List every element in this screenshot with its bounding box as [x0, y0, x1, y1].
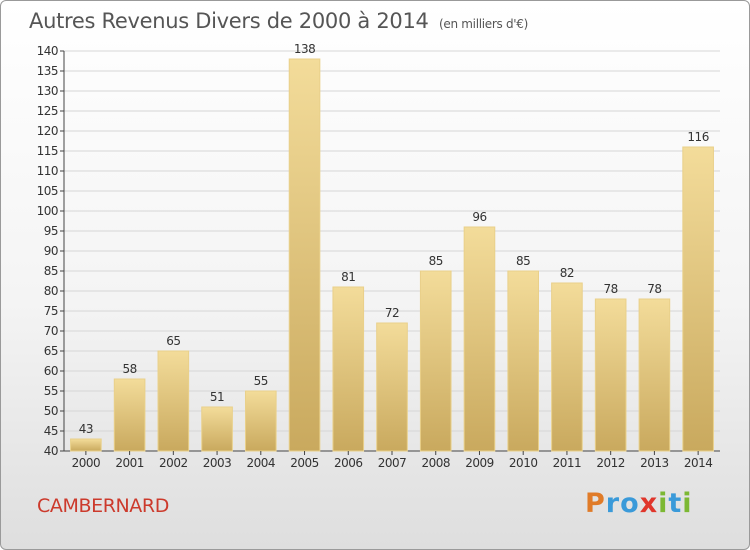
- x-tick-label: 2004: [247, 456, 276, 470]
- bar-value-label: 96: [472, 210, 486, 224]
- bar-2010: [507, 270, 540, 452]
- bar-value-label: 51: [210, 390, 224, 404]
- bar-2000: [70, 438, 102, 452]
- bar-2001: [113, 378, 146, 452]
- bar-2002: [157, 350, 190, 452]
- y-tick-label: 50: [44, 404, 58, 418]
- x-tick-label: 2007: [378, 456, 407, 470]
- y-tick-label: 80: [44, 284, 58, 298]
- logo-letter: P: [585, 488, 606, 519]
- bar-value-label: 55: [254, 374, 268, 388]
- bar-2007: [376, 322, 408, 452]
- chart-title-text: Autres Revenus Divers de 2000 à 2014: [29, 9, 429, 33]
- x-tick-label: 2005: [290, 456, 319, 470]
- x-tick-label: 2003: [203, 456, 232, 470]
- bar-2008: [419, 270, 452, 452]
- logo-letter: r: [605, 488, 621, 519]
- y-tick-label: 140: [37, 44, 58, 58]
- bar-2005: [288, 58, 321, 452]
- y-tick-label: 110: [37, 164, 58, 178]
- y-tick-label: 45: [44, 424, 58, 438]
- y-tick-label: 85: [44, 264, 58, 278]
- bar-value-label: 85: [516, 254, 530, 268]
- x-tick-label: 2008: [421, 456, 450, 470]
- y-tick-label: 115: [37, 144, 58, 158]
- y-tick-label: 105: [37, 184, 58, 198]
- y-tick-label: 60: [44, 364, 58, 378]
- bar-2006: [332, 286, 365, 452]
- bar-2009: [463, 226, 496, 452]
- bar-2004: [244, 390, 277, 452]
- x-tick-label: 2010: [509, 456, 538, 470]
- y-tick-label: 75: [44, 304, 58, 318]
- y-tick-label: 130: [37, 84, 58, 98]
- x-tick-label: 2002: [159, 456, 188, 470]
- bar-2012: [594, 298, 627, 452]
- bar-value-label: 43: [79, 422, 93, 436]
- bar-2011: [551, 282, 583, 452]
- logo-letter: i: [658, 488, 669, 519]
- logo-letter: x: [639, 488, 659, 519]
- x-tick-label: 2012: [596, 456, 625, 470]
- bar-2013: [638, 298, 671, 452]
- y-tick-label: 100: [37, 204, 58, 218]
- y-tick-label: 90: [44, 244, 58, 258]
- y-tick-label: 65: [44, 344, 58, 358]
- y-tick-label: 135: [37, 64, 58, 78]
- x-tick-label: 2000: [72, 456, 101, 470]
- x-tick-label: 2014: [684, 456, 713, 470]
- x-tick-label: 2006: [334, 456, 363, 470]
- bar-value-label: 82: [560, 266, 574, 280]
- town-name: CAMBERNARD: [37, 495, 169, 517]
- y-tick-label: 55: [44, 384, 58, 398]
- bar-2003: [201, 406, 233, 452]
- bar-value-label: 138: [294, 42, 315, 56]
- x-tick-label: 2001: [115, 456, 144, 470]
- bar-value-label: 78: [604, 282, 618, 296]
- bar-value-label: 65: [166, 334, 180, 348]
- logo-letter: t: [668, 488, 683, 519]
- bar-value-label: 78: [647, 282, 661, 296]
- bar-value-label: 72: [385, 306, 399, 320]
- x-tick-label: 2013: [640, 456, 669, 470]
- proxiti-logo[interactable]: Proxiti: [585, 488, 693, 519]
- x-tick-label: 2011: [553, 456, 582, 470]
- chart-title: Autres Revenus Divers de 2000 à 2014 (en…: [29, 9, 528, 33]
- x-tick-label: 2009: [465, 456, 494, 470]
- bar-value-label: 58: [122, 362, 136, 376]
- y-tick-label: 125: [37, 104, 58, 118]
- bar-value-label: 85: [429, 254, 443, 268]
- y-tick-label: 120: [37, 124, 58, 138]
- y-tick-label: 40: [44, 444, 58, 458]
- bar-value-label: 81: [341, 270, 355, 284]
- logo-letter: i: [682, 488, 693, 519]
- logo-letter: o: [620, 488, 640, 519]
- bar-2014: [682, 146, 714, 452]
- y-tick-label: 70: [44, 324, 58, 338]
- chart-unit: (en milliers d'€): [439, 17, 529, 31]
- bar-value-label: 116: [687, 130, 708, 144]
- y-tick-label: 95: [44, 224, 58, 238]
